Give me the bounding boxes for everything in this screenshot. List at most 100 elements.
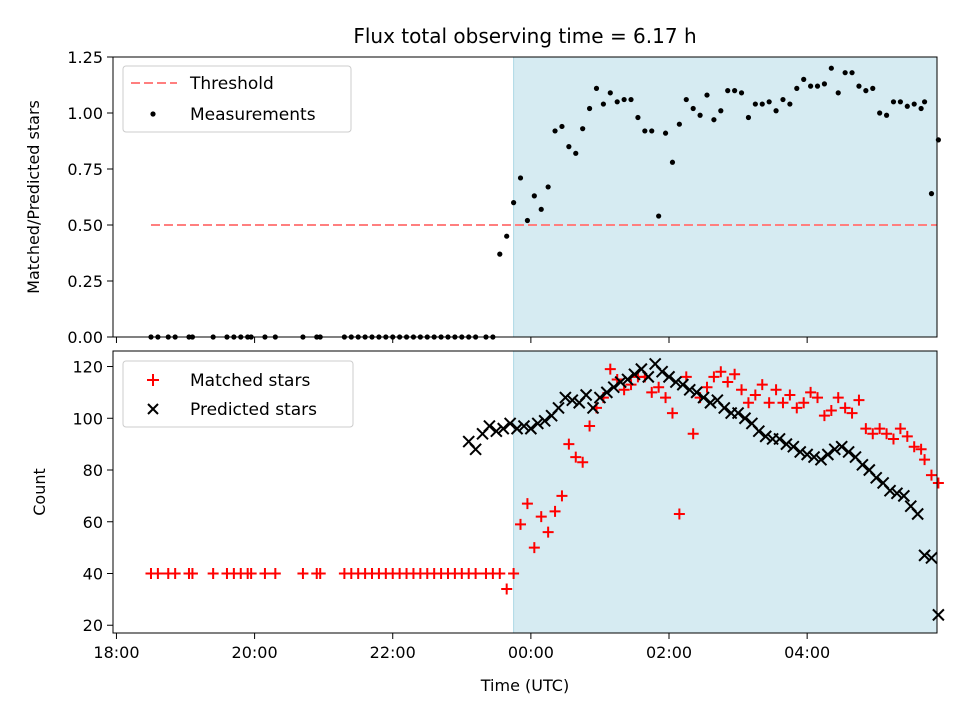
- predicted-star-marker: [752, 424, 766, 438]
- matched-star-markers: [145, 363, 944, 595]
- bottom-x-ticks: 18:00 20:00 22:00 00:00 02:00 04:00: [93, 633, 830, 662]
- measurement-point: [662, 130, 669, 136]
- predicted-star-marker: [621, 373, 634, 386]
- x-axis-label: Time (UTC): [480, 676, 569, 695]
- measurement-point: [593, 85, 600, 91]
- bottom-y-tick-label: 100: [72, 409, 103, 428]
- matched-star-marker: [798, 397, 810, 409]
- predicted-star-marker: [676, 378, 690, 391]
- predicted-star-marker: [517, 419, 531, 433]
- measurement-point: [918, 105, 924, 112]
- predicted-star-marker: [738, 412, 752, 425]
- matched-star-marker: [839, 402, 851, 414]
- matched-star-marker: [542, 526, 554, 538]
- predicted-star-marker: [683, 383, 696, 397]
- measurement-point: [849, 70, 855, 76]
- matched-star-marker: [660, 392, 672, 404]
- legend-matched-label: Matched stars: [190, 371, 310, 391]
- matched-star-marker: [932, 477, 944, 489]
- matched-star-marker: [749, 389, 761, 401]
- measurement-point: [552, 128, 558, 134]
- matched-star-marker: [152, 567, 164, 579]
- predicted-star-marker: [704, 396, 717, 409]
- predicted-star-marker: [897, 489, 911, 503]
- measurement-point: [573, 150, 579, 156]
- measurement-point: [690, 105, 696, 112]
- predicted-star-marker: [600, 386, 614, 399]
- measurement-point: [697, 112, 703, 118]
- measurement-point: [704, 92, 710, 98]
- matched-star-marker: [259, 567, 271, 579]
- measurement-point: [773, 108, 779, 114]
- top-y-tick-label: 1.00: [67, 104, 103, 123]
- matched-star-marker: [297, 567, 309, 579]
- measurement-point: [897, 99, 903, 105]
- bottom-y-tick-label: 80: [83, 461, 103, 480]
- matched-star-marker: [763, 397, 775, 409]
- legend-measurements-label: Measurements: [190, 105, 316, 125]
- top-x-ticks: [115, 337, 808, 343]
- predicted-star-marker: [503, 417, 517, 430]
- measurement-point: [842, 70, 848, 76]
- matched-star-marker: [742, 397, 754, 409]
- bottom-y-tick-label: 120: [72, 358, 103, 377]
- measurement-point: [676, 121, 682, 127]
- matched-star-marker: [770, 384, 782, 396]
- predicted-star-marker: [510, 422, 524, 435]
- matched-star-marker: [887, 433, 899, 445]
- matched-star-marker: [860, 423, 872, 435]
- matched-star-marker: [846, 407, 858, 419]
- measurement-point: [718, 108, 724, 114]
- matched-star-marker: [207, 567, 219, 579]
- matched-star-marker: [515, 518, 527, 530]
- bottom-y-axis-label: Count: [30, 468, 49, 516]
- measurement-point: [649, 128, 655, 134]
- measurement-point: [870, 85, 876, 91]
- predicted-star-markers: [462, 357, 945, 622]
- predicted-star-marker: [490, 424, 503, 438]
- top-y-tick-label: 0.25: [67, 272, 103, 291]
- predicted-star-marker: [497, 422, 510, 435]
- matched-star-marker: [708, 371, 720, 383]
- predicted-star-marker: [662, 370, 676, 384]
- predicted-star-marker: [828, 443, 841, 456]
- matched-star-marker: [812, 392, 824, 404]
- measurement-point: [904, 103, 910, 109]
- predicted-star-marker: [718, 401, 731, 415]
- matched-star-marker: [722, 376, 734, 388]
- measurement-point: [511, 200, 517, 206]
- measurement-point: [766, 99, 772, 105]
- measurement-point: [628, 96, 634, 103]
- top-legend-box: [122, 65, 352, 133]
- measurement-point: [725, 88, 731, 94]
- matched-star-marker: [186, 567, 198, 579]
- matched-star-marker: [269, 567, 281, 579]
- predicted-star-marker: [870, 471, 883, 484]
- matched-star-marker: [584, 420, 596, 432]
- bottom-y-tick-label: 60: [83, 513, 103, 532]
- predicted-star-marker: [669, 375, 683, 389]
- predicted-star-marker: [531, 417, 544, 430]
- bottom-legend-box: [122, 360, 354, 428]
- measurement-point: [497, 251, 503, 257]
- predicted-star-marker: [642, 370, 655, 384]
- matched-star-marker: [570, 451, 582, 463]
- matched-star-marker: [832, 392, 844, 404]
- measurement-point: [580, 126, 586, 132]
- predicted-star-marker: [614, 375, 627, 389]
- matched-star-marker: [535, 511, 547, 523]
- matched-star-marker: [625, 379, 637, 391]
- predicted-star-marker: [593, 391, 607, 404]
- predicted-star-marker: [800, 448, 814, 461]
- measurement-point: [531, 193, 537, 199]
- top-y-ticks: 0.00 0.25 0.50 0.75 1.00 1.25: [67, 48, 113, 347]
- matched-star-marker: [501, 583, 513, 595]
- matched-star-marker: [736, 384, 748, 396]
- legend-matched-swatch: [147, 374, 159, 386]
- predicted-star-marker: [856, 458, 869, 472]
- legend-threshold-label: Threshold: [189, 74, 274, 94]
- measurement-point: [801, 76, 807, 82]
- matched-star-marker: [853, 394, 865, 406]
- predicted-star-marker: [821, 448, 835, 461]
